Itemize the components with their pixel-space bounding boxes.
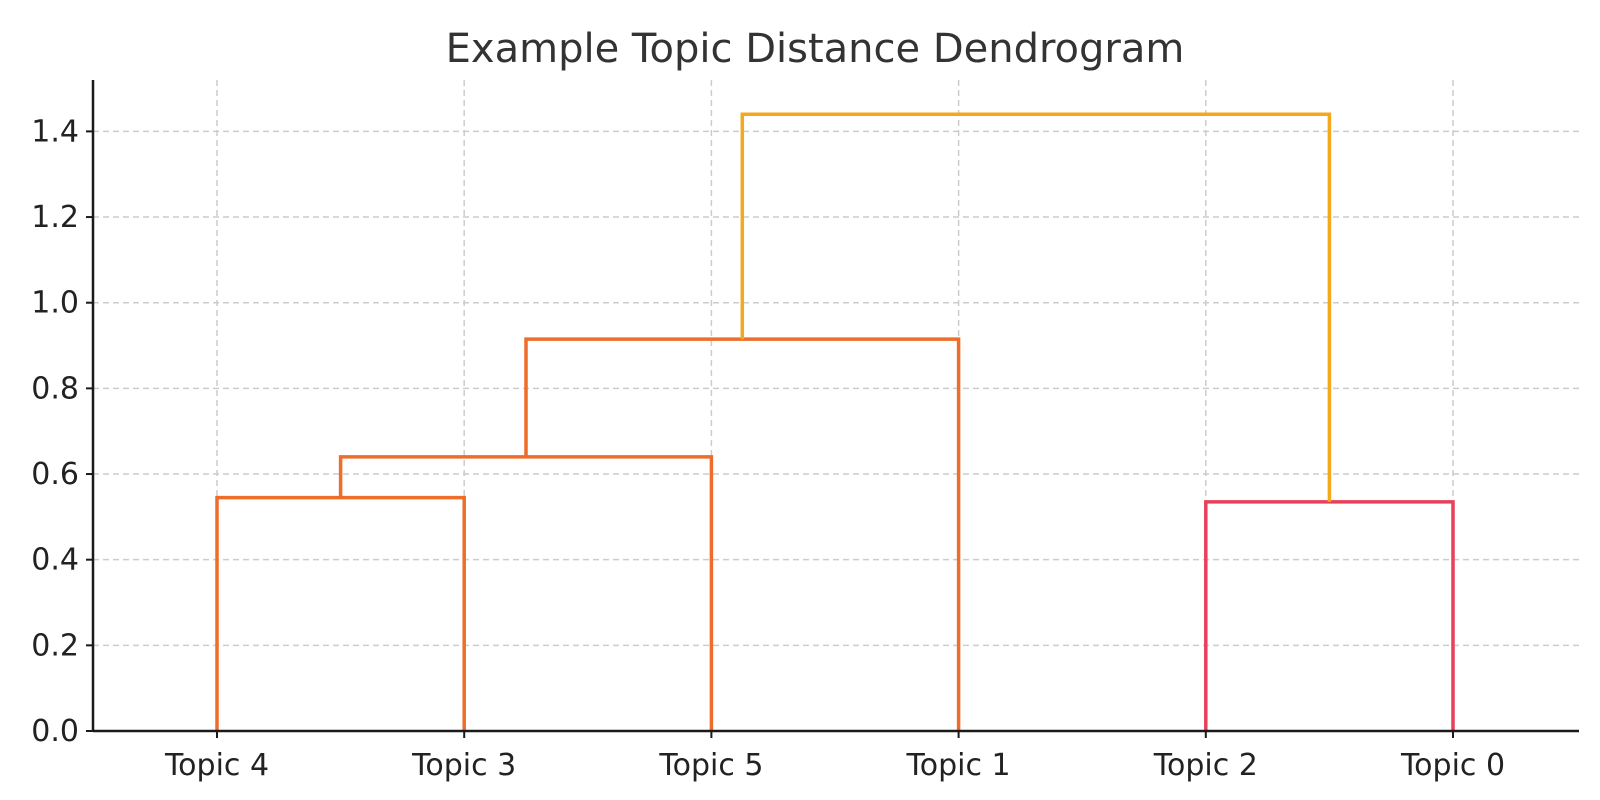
chart-title: Example Topic Distance Dendrogram [446, 26, 1185, 72]
dendrogram-link [740, 112, 1332, 502]
y-tick-label: 0.2 [31, 628, 79, 663]
y-tick-label: 1.2 [31, 200, 79, 235]
dendrogram-links [215, 112, 1455, 731]
y-tick-label: 1.4 [31, 114, 79, 149]
axes [91, 80, 1579, 733]
y-tick-label: 0.0 [31, 714, 79, 749]
y-ticks: 0.0 0.2 0.4 0.6 0.8 1.0 1.2 1.4 [31, 114, 93, 749]
y-tick-label: 0.6 [31, 457, 79, 492]
x-tick-label: Topic 3 [411, 748, 516, 783]
dendrogram-link [215, 495, 466, 731]
y-tick-label: 0.4 [31, 543, 79, 578]
grid [93, 80, 1579, 731]
dendrogram-link [1204, 500, 1455, 731]
x-tick-label: Topic 2 [1153, 748, 1258, 783]
x-ticks: Topic 4 Topic 3 Topic 5 Topic 1 Topic 2 Topic… [164, 731, 1505, 783]
x-tick-label: Topic 5 [658, 748, 763, 783]
y-tick-label: 0.8 [31, 371, 79, 406]
x-tick-label: Topic 1 [906, 748, 1011, 783]
dendrogram-link [524, 337, 961, 731]
y-tick-label: 1.0 [31, 286, 79, 321]
x-tick-label: Topic 4 [164, 748, 269, 783]
dendrogram-link [338, 455, 714, 731]
x-tick-label: Topic 0 [1400, 748, 1505, 783]
